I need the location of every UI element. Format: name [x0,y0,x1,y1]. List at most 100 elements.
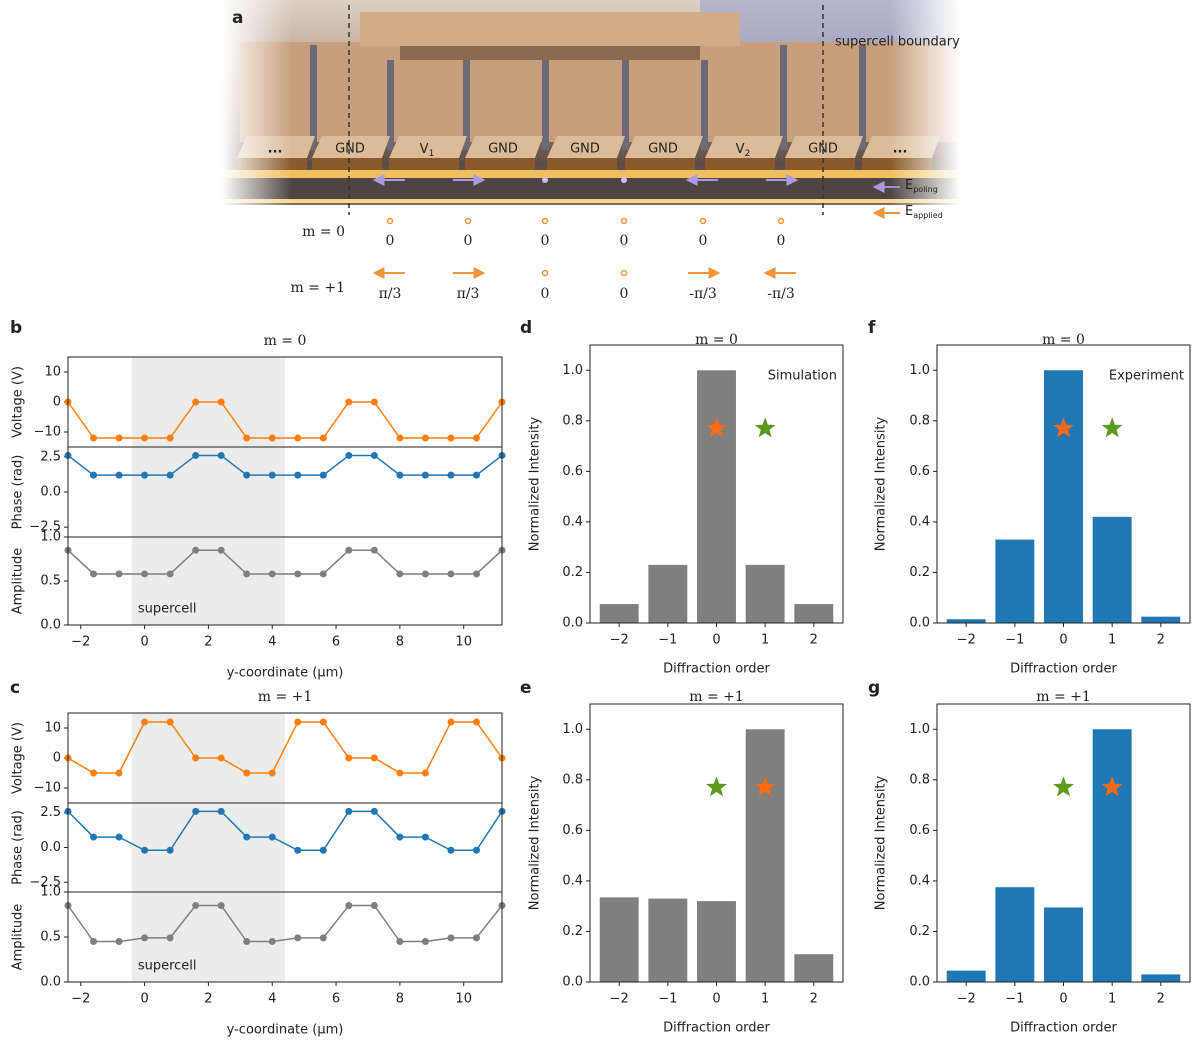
y-axis-label: Voltage (V) [11,722,26,794]
x-tick-label: −2 [610,633,629,648]
y-axis-label: Normalized Intensity [528,416,543,551]
x-tick-label: −2 [71,635,90,650]
figure: a supercell boundary ...GNDV1GNDGNDGNDV2… [0,0,1193,1041]
point [320,472,327,479]
point [345,399,352,406]
point [371,755,378,762]
y-tick-label: 0.0 [40,975,61,990]
point [269,770,276,777]
bar [648,565,687,623]
point [243,770,250,777]
point [141,934,148,941]
point [294,472,301,479]
point [345,808,352,815]
electrode-front [312,158,382,170]
bar [600,604,639,623]
y-tick-label: 0.8 [562,772,583,787]
phase-label: 0 [386,233,395,249]
point [320,570,327,577]
y-tick-label: 0.4 [562,514,583,529]
panel-letter: b [10,318,22,338]
y-tick-label: −10 [34,781,61,796]
electrode-label-sub: 2 [745,149,751,159]
bar [1093,517,1132,623]
point [473,570,480,577]
point [269,570,276,577]
y-axis-label: Phase (rad) [11,455,26,530]
electrode-front [705,158,775,170]
x-tick-label: 0 [140,635,148,650]
point [243,834,250,841]
electrode-front [547,158,617,170]
point [269,435,276,442]
point [294,934,301,941]
bar [1044,370,1083,623]
dot [542,177,548,183]
y-axis-label: Normalized Intensity [528,775,543,910]
phase-label: 0 [464,233,473,249]
annotation: Experiment [1109,369,1184,384]
y-tick-label: 0.0 [562,975,583,990]
x-tick-label: −1 [658,992,677,1007]
panel-letter: e [520,678,532,698]
y-axis-label: Normalized Intensity [874,416,889,551]
chart-title: m = 0 [1042,332,1085,348]
point [218,755,225,762]
ring [388,219,393,224]
x-tick-label: −1 [1005,633,1024,648]
x-tick-label: 6 [332,635,340,650]
ring [466,219,471,224]
bar [947,971,986,982]
chart-title: m = +1 [1036,689,1091,705]
bar [746,729,785,982]
y-axis-label: Normalized Intensity [874,775,889,910]
ring [622,271,627,276]
bar [697,370,736,623]
ring [779,219,784,224]
row-label: m = +1 [290,280,345,296]
x-axis-label: Diffraction order [1010,662,1117,677]
star [706,776,727,796]
point [90,770,97,777]
x-tick-label: 1 [761,633,769,648]
x-axis-label: Diffraction order [663,1021,770,1036]
field-label-main: E [905,204,913,219]
point [90,570,97,577]
point [269,938,276,945]
y-tick-label: 0.4 [562,873,583,888]
point [371,902,378,909]
electrode-label-main: V [736,142,745,157]
point [141,847,148,854]
y-tick-label: 10 [44,721,61,736]
y-tick-label: 10 [44,365,61,380]
x-tick-label: 0 [140,992,148,1007]
ring [543,219,548,224]
y-tick-label: 0.2 [562,565,583,580]
point [447,934,454,941]
field-label-main: E [905,178,913,193]
y-tick-label: 0.8 [562,413,583,428]
y-tick-label: 0.0 [40,840,61,855]
y-tick-label: 0.4 [909,514,930,529]
y-tick-label: 1.0 [909,722,930,737]
x-tick-label: 2 [1157,992,1165,1007]
bar [600,897,639,982]
bar [1141,617,1180,623]
x-tick-label: 10 [455,992,472,1007]
point [294,570,301,577]
point [167,934,174,941]
point [90,472,97,479]
dot [621,177,627,183]
point [396,770,403,777]
star [1102,417,1123,437]
x-tick-label: 2 [204,992,212,1007]
point [422,435,429,442]
x-tick-label: 0 [1059,992,1067,1007]
electrode-label: ... [893,142,908,157]
x-tick-label: 1 [1108,633,1116,648]
point [371,547,378,554]
x-tick-label: 4 [268,635,276,650]
electrode-label: GND [648,142,678,157]
point [141,570,148,577]
phase-label: 0 [620,286,629,302]
